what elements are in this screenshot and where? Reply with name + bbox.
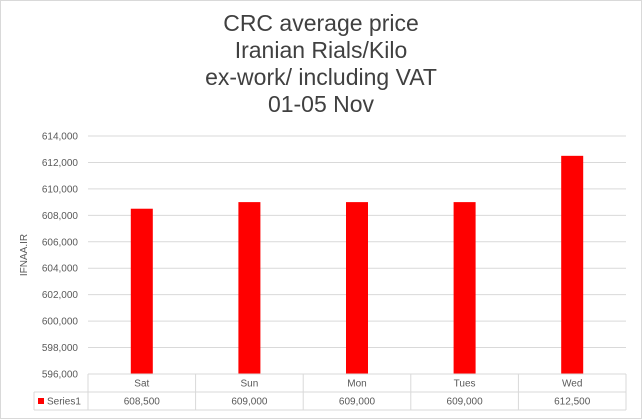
data-label: 612,500 [554,397,591,408]
chart-title-line-4: 01-05 Nov [267,91,375,117]
data-label: 608,500 [124,397,161,408]
chart-title-line-1: CRC average price [223,10,419,36]
y-tick-label: 598,000 [42,343,79,354]
data-label: 609,000 [447,397,484,408]
x-category-label: Mon [347,379,366,390]
bar [130,208,153,374]
y-tick-label: 606,000 [42,237,79,248]
y-tick-label: 612,000 [42,158,79,169]
y-tick-label: 604,000 [42,264,79,275]
legend-series-name: Series1 [47,397,81,408]
y-axis-label: IFNAA.IR [19,234,30,276]
x-category-label: Sat [134,379,149,390]
data-label: 609,000 [339,397,376,408]
bar [346,202,368,374]
bar [453,202,476,374]
y-tick-label: 610,000 [42,184,79,195]
bar [561,155,584,374]
chart-title-line-3: ex-work/ including VAT [205,64,437,90]
y-tick-label: 608,000 [42,211,79,222]
data-label: 609,000 [231,397,268,408]
legend-swatch [38,398,44,404]
bar [238,202,261,374]
y-tick-label: 614,000 [42,132,79,143]
x-category-label: Wed [562,379,582,390]
chart-title: CRC average price Iranian Rials/Kilo ex-… [0,10,642,118]
y-tick-label: 596,000 [42,370,79,381]
chart-title-line-2: Iranian Rials/Kilo [234,37,408,63]
x-category-label: Tues [454,379,476,390]
x-category-label: Sun [241,379,259,390]
y-tick-label: 600,000 [42,317,79,328]
y-tick-label: 602,000 [42,290,79,301]
